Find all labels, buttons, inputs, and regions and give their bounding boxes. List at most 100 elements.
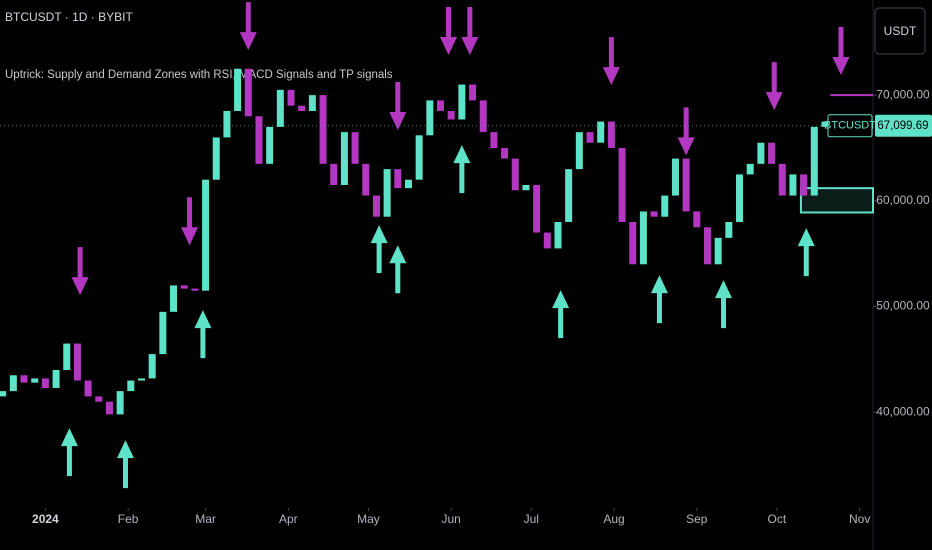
candle-body: [372, 195, 380, 217]
candle-body: [682, 158, 690, 212]
symbol-label: BTCUSDT: [824, 120, 876, 132]
candle-body: [469, 84, 477, 101]
x-tick-label: Sep: [686, 512, 708, 526]
x-tick-label: May: [357, 512, 380, 526]
candle-body: [105, 401, 113, 415]
candle-body: [362, 163, 370, 196]
candle-body: [234, 68, 242, 111]
candle-body: [554, 221, 562, 249]
candle-body: [170, 285, 178, 312]
candle-body: [800, 174, 808, 196]
y-tick-label: 50,000.00: [876, 299, 930, 313]
buy-signal: [194, 310, 212, 359]
candle-body: [725, 221, 733, 238]
candle-body: [159, 311, 167, 355]
candle-body: [661, 195, 669, 217]
candle-body: [703, 227, 711, 265]
candle-body: [511, 158, 519, 191]
candle-body: [383, 169, 391, 217]
symbol-tag: [827, 114, 873, 138]
candle-body: [276, 89, 284, 127]
sell-signal: [181, 197, 199, 246]
last-price-tag: [875, 114, 932, 137]
candle-body: [212, 137, 220, 180]
candle-body: [20, 375, 28, 383]
y-tick-label: 70,000.00: [876, 87, 930, 101]
sell-signal: [440, 6, 458, 55]
sell-signal: [832, 27, 850, 76]
candle-body: [415, 135, 423, 180]
buy-signal: [116, 440, 134, 489]
candle-body: [223, 110, 231, 138]
y-tick-label: 40,000.00: [876, 404, 930, 418]
candle-body: [821, 121, 829, 127]
x-tick-label: Jul: [524, 512, 539, 526]
candle-body: [671, 158, 679, 196]
buy-signal: [389, 245, 407, 294]
candle-body: [501, 147, 509, 159]
candle-body: [597, 121, 605, 143]
candle-body: [63, 343, 71, 370]
sell-signal: [677, 107, 695, 156]
candle-body: [533, 184, 541, 233]
candle-body: [746, 163, 754, 175]
candle-body: [629, 221, 637, 265]
buy-signal: [715, 280, 733, 329]
candle-body: [639, 211, 647, 265]
buy-signal: [650, 275, 668, 324]
candle-body: [52, 369, 60, 388]
candle-body: [266, 126, 274, 164]
candle-body: [340, 132, 348, 185]
candle-body: [437, 100, 445, 111]
candle-body: [810, 126, 818, 196]
candle-body: [137, 378, 145, 381]
candle-body: [31, 378, 39, 383]
candle-body: [479, 100, 487, 133]
x-tick-label: Feb: [118, 512, 139, 526]
candle-body: [575, 132, 583, 170]
sell-signal: [461, 6, 479, 55]
candle-body: [0, 391, 7, 397]
candle-body: [319, 95, 327, 164]
buy-signal: [453, 145, 471, 194]
sell-signal: [239, 2, 257, 51]
candle-body: [298, 105, 306, 111]
candle-body: [778, 163, 786, 196]
indicator-name: Uptrick: Supply and Demand Zones with RS…: [5, 69, 393, 81]
candle-body: [714, 237, 722, 265]
candle-body: [693, 211, 701, 228]
candle-body: [244, 68, 252, 117]
candle-body: [73, 343, 81, 381]
candle-body: [458, 84, 466, 120]
candle-body: [287, 89, 295, 106]
demand-zone: [799, 187, 874, 214]
candle-body: [191, 288, 199, 291]
candle-body: [202, 179, 210, 291]
x-tick-label: Mar: [195, 512, 216, 526]
candle-body: [404, 179, 412, 189]
buy-signal: [60, 428, 78, 477]
candle-body: [607, 121, 615, 148]
y-tick-label: 60,000.00: [876, 193, 930, 207]
candle-body: [9, 375, 17, 392]
candle-body: [351, 132, 359, 164]
candle-body: [41, 378, 49, 388]
currency-label: USDT: [884, 24, 917, 38]
candle-body: [127, 380, 135, 392]
candle-body: [330, 163, 338, 185]
currency-button[interactable]: [874, 7, 926, 55]
candle-body: [522, 184, 530, 191]
x-tick-label: Aug: [603, 512, 624, 526]
candle-body: [490, 132, 498, 148]
candle-body: [736, 174, 744, 222]
candle-body: [447, 110, 455, 120]
candle-body: [308, 95, 316, 111]
x-tick-label: Nov: [849, 512, 870, 526]
x-tick-label: Oct: [768, 512, 787, 526]
sell-signal: [765, 62, 783, 111]
candle-body: [255, 116, 263, 164]
buy-signal: [797, 228, 815, 277]
candle-body: [586, 132, 594, 143]
candle-body: [180, 285, 188, 289]
